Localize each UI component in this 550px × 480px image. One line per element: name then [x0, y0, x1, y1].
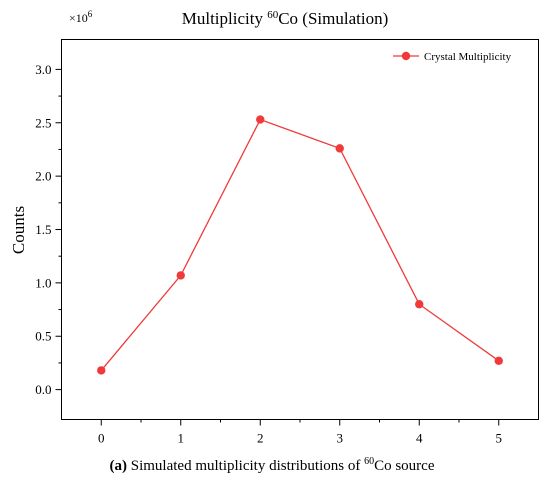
data-point — [415, 300, 424, 309]
series-layer — [97, 115, 503, 375]
data-point — [97, 366, 106, 375]
x-tick-label: 4 — [416, 431, 423, 446]
x-tick-label: 1 — [178, 431, 185, 446]
data-point — [256, 115, 265, 124]
chart-title: Multiplicity 60Co (Simulation) — [182, 9, 389, 28]
y-tick-label: 0.0 — [35, 382, 51, 397]
data-point — [335, 144, 344, 153]
y-tick-label: 2.0 — [35, 169, 51, 184]
figure-caption: (a) Simulated multiplicity distributions… — [110, 456, 435, 474]
x-tick-label: 2 — [257, 431, 264, 446]
legend-label: Crystal Multiplicity — [424, 51, 512, 63]
data-point — [176, 271, 185, 280]
y-axis: 0.0 0.5 1.0 1.5 2.0 2.5 3.0 — [35, 62, 62, 397]
y-tick-label: 0.5 — [35, 329, 51, 344]
x-axis: 0 1 2 3 4 5 — [98, 419, 503, 446]
y-axis-multiplier: ×106 — [69, 9, 93, 25]
y-tick-label: 2.5 — [35, 115, 51, 130]
x-tick-label: 3 — [337, 431, 344, 446]
plot-area-frame — [61, 39, 539, 420]
y-axis-label: Counts — [9, 206, 28, 254]
data-point — [494, 356, 503, 365]
series-line — [100, 118, 500, 371]
y-tick-label: 1.5 — [35, 222, 51, 237]
x-tick-label: 5 — [496, 431, 503, 446]
x-tick-label: 0 — [98, 431, 105, 446]
legend-point-marker — [401, 51, 411, 61]
y-tick-label: 1.0 — [35, 275, 51, 290]
y-tick-label: 3.0 — [35, 62, 51, 77]
legend: Crystal Multiplicity — [393, 51, 512, 63]
